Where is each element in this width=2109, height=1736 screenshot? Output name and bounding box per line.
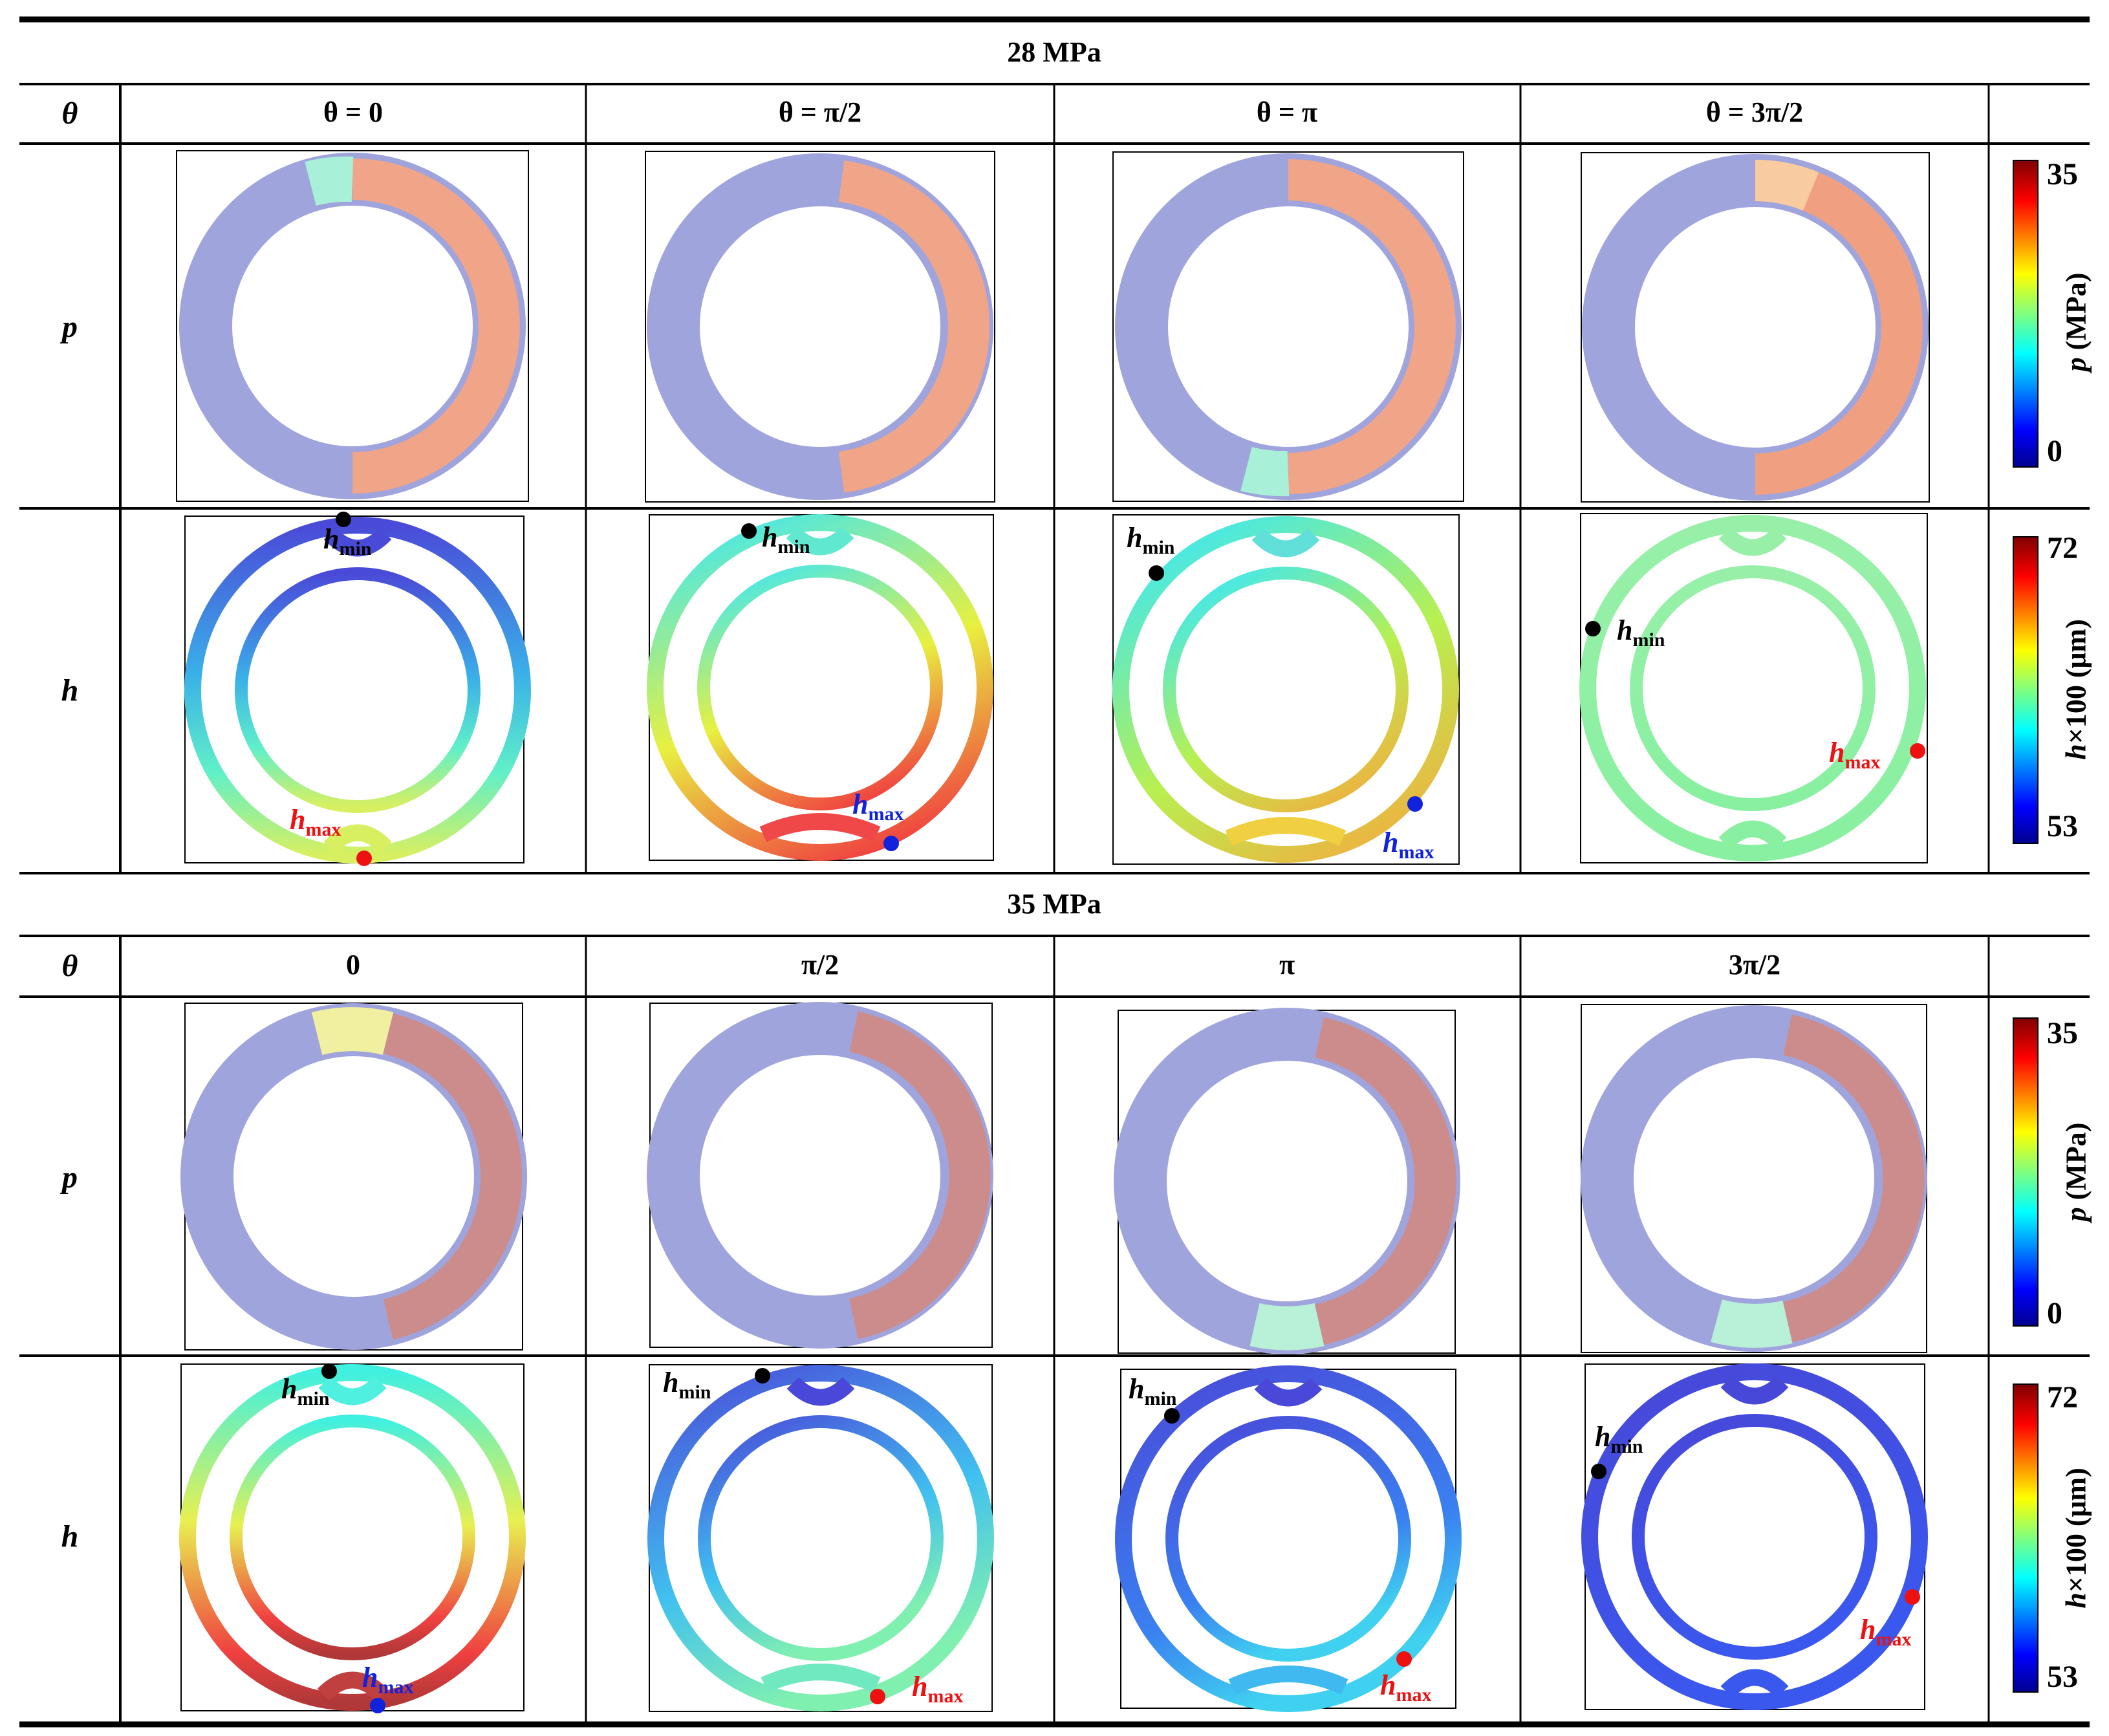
hmax-label: hmax xyxy=(1383,827,1434,863)
row-label-p: p xyxy=(62,1160,78,1195)
thickness-plot-35mpa-0 xyxy=(179,1363,526,1713)
header-theta-pi-2: θ = π/2 xyxy=(778,96,862,128)
hmin-label: hmin xyxy=(1127,522,1175,558)
pressure-plot-28mpa-theta-3pi-2 xyxy=(1581,152,1930,503)
thickness-plot-28mpa-theta-pi xyxy=(1112,514,1460,865)
hmin-label: hmin xyxy=(1595,1421,1643,1457)
colorbar-pressure-28mpa xyxy=(2013,160,2039,468)
header-pi: π xyxy=(1279,949,1295,981)
hmax-label: hmax xyxy=(852,788,904,825)
colorbar-thickness-28mpa xyxy=(2013,536,2039,844)
row-label-h: h xyxy=(61,673,79,708)
thickness-plot-35mpa-pi-2 xyxy=(647,1364,994,1712)
pressure-plot-35mpa-pi-2 xyxy=(647,1002,993,1349)
colorbar-title-thickness: h×100 (μm) xyxy=(2060,1468,2092,1609)
hmin-label: hmin xyxy=(762,521,810,558)
thickness-plot-28mpa-theta-pi-2 xyxy=(647,514,994,861)
row-label-p: p xyxy=(62,310,78,344)
pressure-plot-28mpa-theta-pi xyxy=(1112,151,1464,502)
pressure-plot-28mpa-theta-pi-2 xyxy=(645,151,995,503)
thickness-plot-35mpa-3pi-2 xyxy=(1581,1363,1928,1710)
theta-column-label: θ xyxy=(61,96,78,131)
colorbar-tick-max: 72 xyxy=(2047,1380,2078,1415)
header-theta-pi: θ = π xyxy=(1256,96,1318,128)
hmax-label: hmax xyxy=(912,1671,964,1707)
hmax-label: hmax xyxy=(1829,737,1881,773)
colorbar-tick-min: 0 xyxy=(2047,434,2062,468)
theta-column-label: θ xyxy=(61,949,78,983)
colorbar-tick-min: 53 xyxy=(2047,809,2078,843)
thickness-plot-35mpa-pi xyxy=(1115,1365,1462,1712)
header-3pi-2: 3π/2 xyxy=(1728,949,1781,981)
pressure-plot-28mpa-theta-0 xyxy=(176,150,529,502)
section-title-28mpa: 28 MPa xyxy=(1007,36,1101,68)
colorbar-tick-max: 35 xyxy=(2047,157,2078,191)
hmax-label: hmax xyxy=(362,1662,414,1698)
hmin-label: hmin xyxy=(281,1373,330,1409)
pressure-plot-35mpa-3pi-2 xyxy=(1581,1004,1927,1353)
colorbar-tick-max: 72 xyxy=(2047,531,2078,565)
hmax-label: hmax xyxy=(1380,1669,1432,1706)
row-label-h: h xyxy=(61,1519,79,1554)
colorbar-title-pressure: p (MPa) xyxy=(2060,272,2092,372)
hmax-label: hmax xyxy=(290,804,341,840)
colorbar-title-thickness: h×100 (μm) xyxy=(2060,619,2092,760)
section-title-35mpa: 35 MPa xyxy=(1007,888,1101,920)
colorbar-thickness-35mpa xyxy=(2013,1383,2039,1693)
colorbar-tick-min: 0 xyxy=(2047,1296,2062,1330)
thickness-plot-28mpa-theta-0 xyxy=(184,512,531,866)
colorbar-tick-min: 53 xyxy=(2047,1660,2078,1694)
colorbar-tick-max: 35 xyxy=(2047,1016,2078,1050)
pressure-plot-35mpa-pi xyxy=(1114,1008,1460,1354)
colorbar-pressure-35mpa xyxy=(2013,1017,2039,1327)
table-grid xyxy=(19,16,2090,1728)
pressure-plot-35mpa-0 xyxy=(180,1003,527,1351)
header-theta-0: θ = 0 xyxy=(323,96,384,128)
hmin-label: hmin xyxy=(323,523,372,559)
hmin-label: hmin xyxy=(1129,1373,1177,1409)
colorbar-title-pressure: p (MPa) xyxy=(2060,1122,2092,1222)
hmax-label: hmax xyxy=(1860,1614,1912,1650)
header-pi-2: π/2 xyxy=(801,949,839,981)
header-theta-3pi-2: θ = 3π/2 xyxy=(1705,96,1804,128)
header-0: 0 xyxy=(346,949,360,981)
thickness-plot-28mpa-theta-3pi-2 xyxy=(1579,513,1928,863)
hmin-label: hmin xyxy=(1617,614,1665,651)
hmin-label: hmin xyxy=(663,1367,711,1403)
